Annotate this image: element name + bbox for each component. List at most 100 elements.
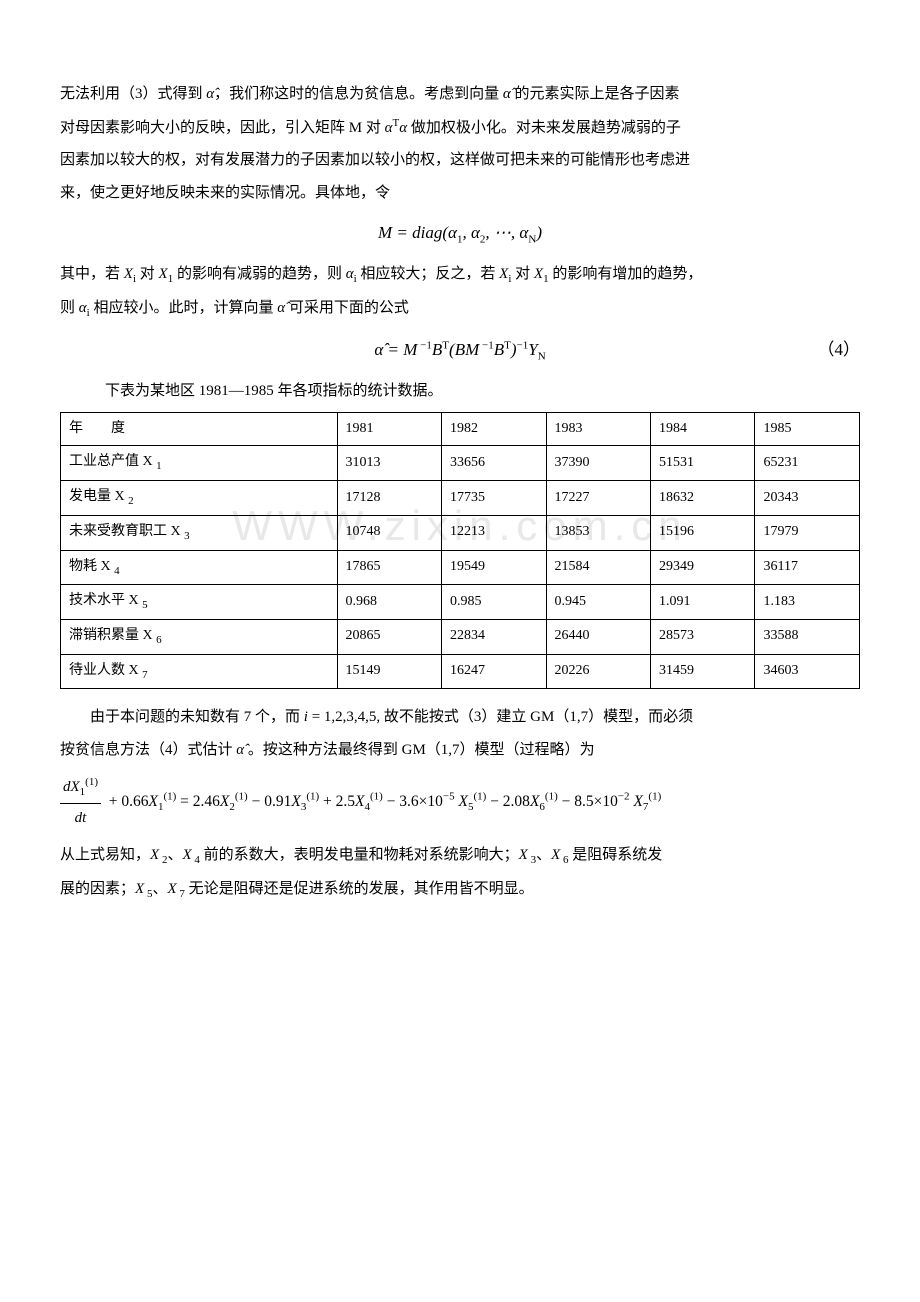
page-content: 无法利用（3）式得到 α̂，我们称这时的信息为贫信息。考虑到向量 α̂ 的元素实… xyxy=(60,80,860,904)
table-cell: 15149 xyxy=(337,654,441,689)
table-row: 滞销积累量 X 62086522834264402857333588 xyxy=(61,619,860,654)
table-cell: 1985 xyxy=(755,412,860,446)
paragraph: 则 αi 相应较小。此时，计算向量 α̂ 可采用下面的公式 xyxy=(60,294,860,324)
math: X 7 xyxy=(167,881,184,897)
math: X 3 xyxy=(519,847,536,863)
equation-alpha-hat: α̂ = M −1BT(BM −1BT)−1YN （4） xyxy=(60,334,860,367)
text: 相应较大；反之，若 xyxy=(357,266,500,282)
paragraph: 来，使之更好地反映未来的实际情况。具体地，令 xyxy=(60,179,860,208)
table-cell: 工业总产值 X 1 xyxy=(61,446,338,481)
text: 则 xyxy=(60,300,79,316)
math: X 5 xyxy=(135,881,152,897)
table-cell: 17128 xyxy=(337,481,441,516)
paragraph: 从上式易知，X 2、X 4 前的系数大，表明发电量和物耗对系统影响大；X 3、X… xyxy=(60,841,860,871)
table-caption: 下表为某地区 1981—1985 年各项指标的统计数据。 xyxy=(60,377,860,406)
data-table: 年 度 1981 1982 1983 1984 1985 工业总产值 X 131… xyxy=(60,412,860,689)
table-cell: 22834 xyxy=(442,619,546,654)
table-cell: 17227 xyxy=(546,481,650,516)
text: 其中，若 xyxy=(60,266,124,282)
table-cell: 技术水平 X 5 xyxy=(61,585,338,620)
table-cell: 20343 xyxy=(755,481,860,516)
table-cell: 滞销积累量 X 6 xyxy=(61,619,338,654)
table-cell: 19549 xyxy=(442,550,546,585)
table-header-row: 年 度 1981 1982 1983 1984 1985 xyxy=(61,412,860,446)
table-row: 未来受教育职工 X 31074812213138531519617979 xyxy=(61,515,860,550)
math-alpha-hat: α̂ xyxy=(206,86,214,102)
table-row: 工业总产值 X 13101333656373905153165231 xyxy=(61,446,860,481)
math: i = 1,2,3,4,5, xyxy=(304,709,380,725)
table-row: 待业人数 X 71514916247202263145934603 xyxy=(61,654,860,689)
table-cell: 18632 xyxy=(651,481,755,516)
table-cell: 1.091 xyxy=(651,585,755,620)
table-cell: 34603 xyxy=(755,654,860,689)
paragraph: 对母因素影响大小的反映，因此，引入矩阵 M 对 αTα 做加权极小化。对未来发展… xyxy=(60,113,860,143)
text: 的元素实际上是各子因素 xyxy=(511,86,680,102)
table-cell: 10748 xyxy=(337,515,441,550)
equation-M: M = diag(α1, α2, ⋯, αN) xyxy=(60,217,860,250)
table-cell: 29349 xyxy=(651,550,755,585)
text: 无论是阻碍还是促进系统的发展，其作用皆不明显。 xyxy=(185,881,534,897)
paragraph: 其中，若 Xi 对 X1 的影响有减弱的趋势，则 αi 相应较大；反之，若 Xi… xyxy=(60,260,860,290)
math: αi xyxy=(79,300,90,316)
table-cell: 12213 xyxy=(442,515,546,550)
table-cell: 31459 xyxy=(651,654,755,689)
table-cell: 未来受教育职工 X 3 xyxy=(61,515,338,550)
text: 做加权极小化。对未来发展趋势减弱的子 xyxy=(407,120,681,136)
table-cell: 1982 xyxy=(442,412,546,446)
table-cell: 物耗 X 4 xyxy=(61,550,338,585)
paragraph: 由于本问题的未知数有 7 个，而 i = 1,2,3,4,5, 故不能按式（3）… xyxy=(60,703,860,732)
table-cell: 1984 xyxy=(651,412,755,446)
table-cell: 1981 xyxy=(337,412,441,446)
math: X 2 xyxy=(150,847,167,863)
table-cell: 0.985 xyxy=(442,585,546,620)
text: 、 xyxy=(152,881,167,897)
math: X1 xyxy=(159,266,174,282)
table-cell: 37390 xyxy=(546,446,650,481)
math: α̂ xyxy=(277,300,285,316)
table-cell: 1983 xyxy=(546,412,650,446)
table-cell: 51531 xyxy=(651,446,755,481)
text: 相应较小。此时，计算向量 xyxy=(90,300,278,316)
table-cell: 26440 xyxy=(546,619,650,654)
text: ，我们称这时的信息为贫信息。考虑到向量 xyxy=(214,86,503,102)
math: Xi xyxy=(499,266,511,282)
table-cell: 65231 xyxy=(755,446,860,481)
text: 的影响有减弱的趋势，则 xyxy=(173,266,346,282)
math: X1 xyxy=(534,266,549,282)
text: 的影响有增加的趋势， xyxy=(549,266,703,282)
table-cell: 31013 xyxy=(337,446,441,481)
text: 前的系数大，表明发电量和物耗对系统影响大； xyxy=(200,847,519,863)
table-cell: 15196 xyxy=(651,515,755,550)
table-cell: 36117 xyxy=(755,550,860,585)
math: X 6 xyxy=(551,847,568,863)
text: 故不能按式（3）建立 GM（1,7）模型，而必须 xyxy=(380,709,693,725)
table-row: 发电量 X 21712817735172271863220343 xyxy=(61,481,860,516)
table-cell: 20865 xyxy=(337,619,441,654)
text: 对 xyxy=(136,266,159,282)
text: 、 xyxy=(536,847,551,863)
table-cell: 发电量 X 2 xyxy=(61,481,338,516)
paragraph: 因素加以较大的权，对有发展潜力的子因素加以较小的权，这样做可把未来的可能情形也考… xyxy=(60,146,860,175)
table-cell: 1.183 xyxy=(755,585,860,620)
text: 从上式易知， xyxy=(60,847,150,863)
table-cell: 0.968 xyxy=(337,585,441,620)
table-cell: 年 度 xyxy=(61,412,338,446)
table-cell: 33656 xyxy=(442,446,546,481)
text: 对 xyxy=(511,266,534,282)
math: X 4 xyxy=(182,847,199,863)
math: αi xyxy=(346,266,357,282)
table-cell: 33588 xyxy=(755,619,860,654)
table-cell: 28573 xyxy=(651,619,755,654)
text: 。按这种方法最终得到 GM（1,7）模型（过程略）为 xyxy=(244,742,594,758)
equation-number: （4） xyxy=(818,334,861,366)
paragraph: 展的因素；X 5、X 7 无论是阻碍还是促进系统的发展，其作用皆不明显。 xyxy=(60,875,860,905)
table-cell: 20226 xyxy=(546,654,650,689)
math-alpha-hat: α̂ xyxy=(503,86,511,102)
text: 、 xyxy=(167,847,182,863)
table-row: 技术水平 X 50.9680.9850.9451.0911.183 xyxy=(61,585,860,620)
text: 可采用下面的公式 xyxy=(285,300,409,316)
text: 是阻碍系统发 xyxy=(569,847,663,863)
math: Xi xyxy=(124,266,136,282)
table-cell: 21584 xyxy=(546,550,650,585)
text: 无法利用（3）式得到 xyxy=(60,86,206,102)
